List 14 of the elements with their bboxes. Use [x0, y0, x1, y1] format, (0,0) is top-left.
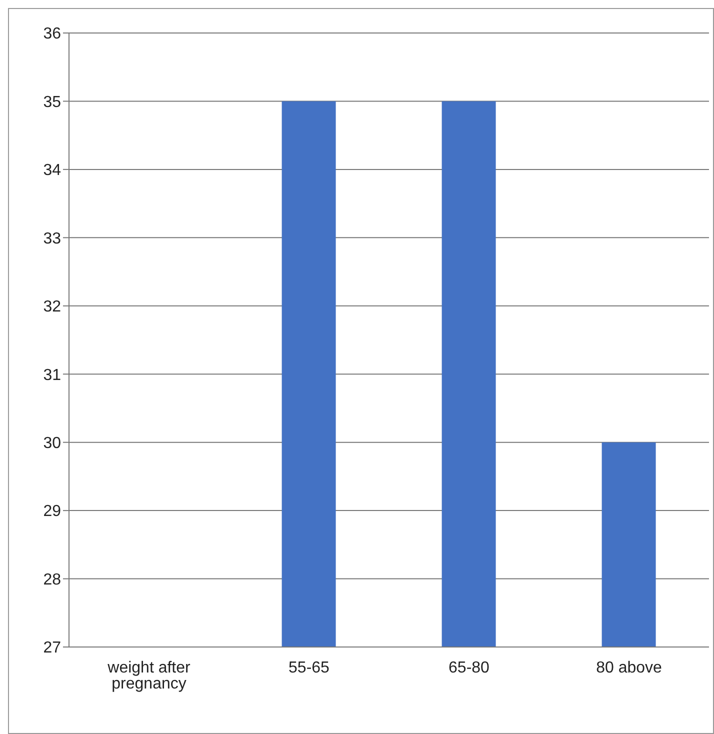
- x-tick-label: 80 above: [596, 659, 662, 676]
- x-tick-label: 55-65: [288, 659, 330, 676]
- y-tick-label: 29: [43, 503, 62, 520]
- y-tick-label: 31: [43, 366, 62, 384]
- y-tick-label: 36: [43, 26, 62, 43]
- y-tick-label: 27: [43, 640, 62, 657]
- y-tick-label: 34: [43, 162, 62, 180]
- y-tick-label: 28: [43, 571, 62, 588]
- x-tick-label: 65-80: [448, 659, 490, 676]
- y-tick-label: 33: [43, 230, 62, 248]
- y-tick-label: 30: [43, 435, 62, 452]
- y-tick-label: 35: [43, 94, 62, 111]
- y-tick-label: 32: [43, 298, 62, 316]
- x-tick-label: weight after pregnancy: [106, 659, 192, 692]
